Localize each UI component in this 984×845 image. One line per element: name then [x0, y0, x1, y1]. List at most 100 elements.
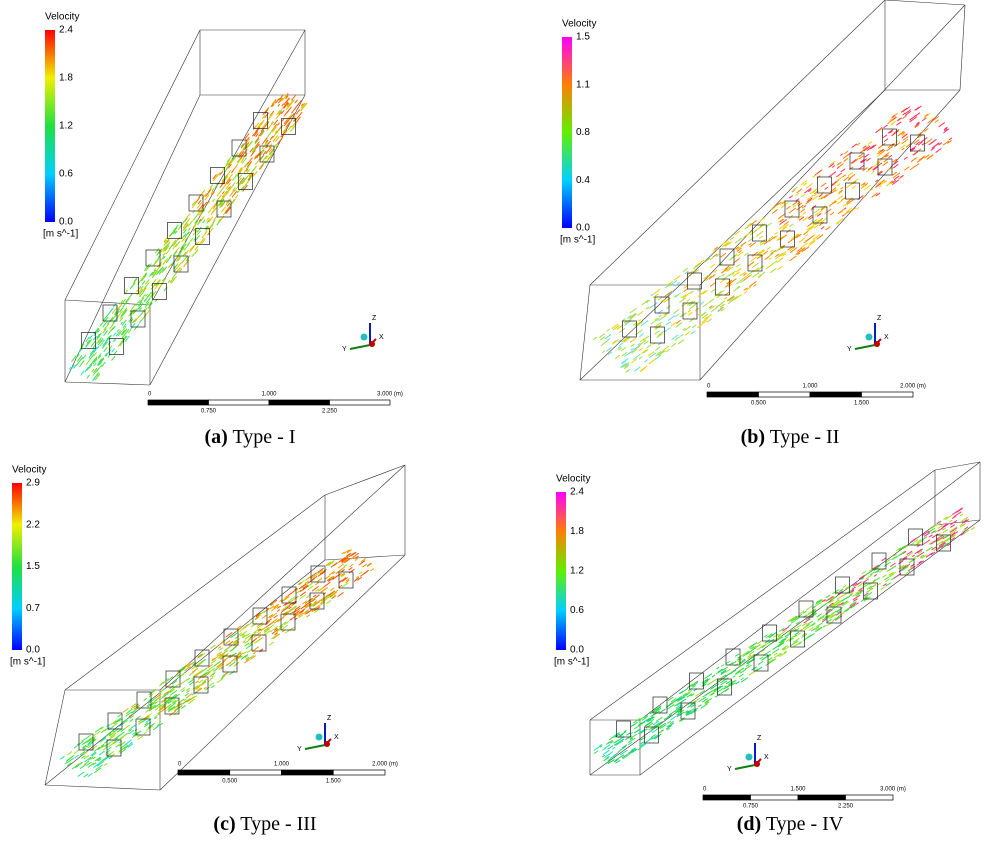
velocity-vector [922, 118, 926, 121]
velocity-vector [153, 259, 158, 266]
velocity-vector [630, 338, 636, 342]
velocity-vector [837, 184, 840, 186]
scale-label: 2.250 [838, 804, 854, 810]
velocity-vector [339, 578, 346, 583]
velocity-vector [631, 348, 634, 350]
velocity-vector [192, 254, 194, 257]
velocity-vector [913, 151, 918, 155]
triad-sphere [361, 334, 368, 341]
velocity-vector [131, 725, 135, 728]
axis-y [735, 765, 755, 769]
velocity-vector [862, 571, 866, 573]
velocity-vector [939, 122, 945, 126]
velocity-vector [799, 238, 805, 242]
velocity-vector [639, 348, 643, 351]
velocity-vector [790, 256, 797, 261]
velocity-vector [639, 334, 643, 337]
velocity-vector [744, 253, 748, 256]
velocity-vector [296, 117, 301, 123]
velocity-vector [349, 567, 353, 570]
velocity-vector [123, 708, 128, 712]
velocity-vector [879, 185, 882, 187]
velocity-vector [251, 151, 255, 157]
velocity-vector [883, 125, 887, 128]
velocity-vector [643, 336, 649, 340]
velocity-vector [98, 745, 104, 750]
velocity-vector [60, 756, 64, 759]
velocity-vector [600, 337, 605, 340]
velocity-vector [270, 642, 274, 645]
box-edge [160, 465, 405, 690]
triad-sphere [746, 754, 753, 761]
velocity-vector [863, 579, 868, 583]
velocity-vector [844, 208, 847, 210]
velocity-vector [772, 261, 777, 265]
velocity-vector [263, 109, 268, 115]
velocity-vector [232, 175, 236, 180]
velocity-vector [211, 685, 214, 687]
velocity-vector [904, 157, 907, 160]
velocity-vector [99, 751, 105, 755]
velocity-vector [683, 268, 688, 271]
velocity-vector [698, 705, 701, 707]
velocity-vector [817, 623, 823, 627]
velocity-vector [278, 104, 280, 106]
axis-label: Z [372, 315, 377, 322]
velocity-vector [736, 268, 742, 272]
velocity-vector [211, 645, 216, 649]
velocity-vector [789, 208, 796, 213]
velocity-vector [607, 329, 610, 331]
axis-label: X [764, 754, 769, 761]
velocity-vector [315, 583, 318, 585]
legend-tick-label: 0.0 [26, 645, 40, 656]
velocity-vector [826, 227, 831, 230]
velocity-vector [710, 264, 715, 267]
scale-label: 1.500 [790, 787, 806, 793]
velocity-vector [841, 599, 845, 602]
velocity-vector [921, 137, 928, 142]
velocity-vector [159, 690, 164, 694]
velocity-vector [140, 309, 145, 316]
velocity-vector [829, 172, 836, 177]
velocity-vector [184, 261, 188, 266]
legend-title: Velocity [45, 12, 79, 23]
velocity-vector [703, 303, 708, 307]
velocity-vector [681, 313, 687, 317]
velocity-vector [142, 281, 145, 285]
velocity-vector [746, 664, 749, 666]
velocity-vector [825, 209, 831, 213]
box-edge [65, 30, 200, 300]
scale-bar-segment [759, 392, 811, 397]
velocity-vector [789, 224, 793, 227]
velocity-vector [874, 575, 877, 577]
velocity-vector [861, 185, 866, 188]
velocity-vector [86, 359, 90, 364]
scale-bar-segment [209, 400, 270, 405]
legend-title: Velocity [562, 19, 596, 30]
velocity-vector [182, 256, 187, 263]
scale-label: 0.500 [222, 779, 238, 785]
velocity-vector [802, 623, 806, 626]
velocity-vector [811, 629, 814, 631]
velocity-vector [255, 159, 260, 165]
velocity-vector [807, 223, 812, 226]
box-edge [45, 785, 160, 790]
velocity-vector [243, 176, 249, 183]
legend-title: Velocity [12, 465, 46, 476]
velocity-vector [918, 149, 921, 151]
velocity-vector [225, 645, 232, 650]
velocity-vector [223, 672, 229, 676]
velocity-vector [748, 262, 754, 267]
velocity-vector [82, 739, 85, 741]
velocity-vector [830, 212, 834, 215]
velocity-vector [262, 615, 266, 618]
velocity-vector [651, 294, 654, 296]
scale-bar-segment [148, 400, 209, 405]
velocity-vector [693, 698, 700, 703]
velocity-vector [955, 508, 962, 513]
box-edge [580, 90, 885, 380]
velocity-vector [774, 653, 777, 655]
velocity-vector [935, 120, 939, 123]
velocity-vector [844, 158, 848, 161]
velocity-vector [617, 325, 623, 330]
